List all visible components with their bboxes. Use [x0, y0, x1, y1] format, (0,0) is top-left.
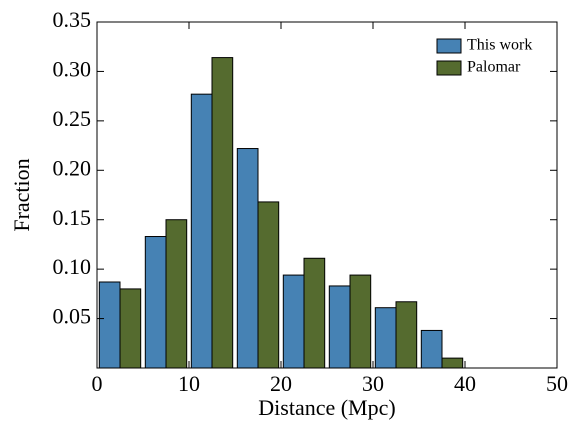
bar — [257, 201, 280, 369]
legend-swatch — [436, 38, 462, 54]
x-tick-label: 20 — [270, 371, 292, 396]
x-tick-label: 40 — [454, 371, 476, 396]
bar — [282, 274, 305, 369]
legend-label: This work — [467, 37, 532, 54]
legend-swatch — [436, 60, 462, 76]
bar — [328, 285, 351, 369]
bar — [119, 288, 142, 369]
x-tick-label: 0 — [92, 371, 103, 396]
x-tick-label: 50 — [546, 371, 568, 396]
x-tick-label: 10 — [178, 371, 200, 396]
bar — [211, 57, 234, 369]
bar — [236, 148, 259, 369]
bar — [165, 219, 188, 369]
y-tick-label: 0.15 — [53, 205, 92, 230]
bar — [303, 257, 326, 369]
bar — [420, 329, 443, 369]
y-tick-label: 0.05 — [53, 304, 92, 329]
y-tick-label: 0.35 — [53, 7, 92, 32]
x-axis-label: Distance (Mpc) — [258, 395, 395, 420]
y-tick-label: 0.20 — [53, 155, 92, 180]
bar — [349, 274, 372, 369]
legend-label: Palomar — [467, 59, 521, 76]
bar — [374, 307, 397, 369]
bar — [395, 301, 418, 369]
y-tick-label: 0.30 — [53, 56, 92, 81]
plot-frame — [96, 21, 558, 369]
y-tick-label: 0.25 — [53, 106, 92, 131]
y-tick-label: 0.10 — [53, 254, 92, 279]
bar — [98, 281, 121, 369]
bar — [144, 236, 167, 369]
bar — [190, 93, 213, 369]
y-axis-label: Fraction — [9, 158, 34, 231]
bar — [441, 357, 464, 369]
x-tick-label: 30 — [362, 371, 384, 396]
